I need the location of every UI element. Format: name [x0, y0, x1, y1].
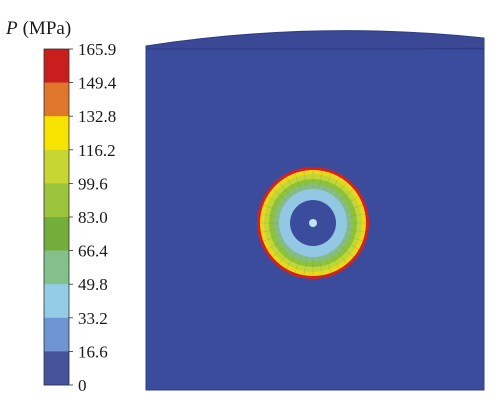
legend-unit: (MPa) — [23, 18, 72, 39]
color-bar-tick-label: 83.0 — [78, 208, 108, 227]
color-bar-tick-label: 49.8 — [78, 275, 108, 294]
color-bar-tick-label: 16.6 — [78, 342, 108, 361]
color-bar-ticks: 165.9 149.4 132.8 116.2 99.6 83.0 66.4 49.8 33.2… — [69, 40, 117, 395]
color-bar-tick-label: 132.8 — [78, 107, 116, 126]
color-bar-band — [44, 284, 69, 319]
color-bar-band — [44, 217, 69, 251]
color-bar-tick-label: 33.2 — [78, 309, 108, 328]
legend-symbol: P — [5, 18, 18, 39]
contact-pressure-zone — [257, 167, 369, 279]
block-top-face — [145, 30, 485, 53]
color-bar-tick-label: 149.4 — [78, 74, 117, 93]
color-bar-tick-label: 0 — [78, 376, 87, 395]
legend-title: P (MPa) — [5, 18, 71, 39]
color-bar-tick-label: 165.9 — [78, 40, 116, 59]
color-bar-tick-label: 99.6 — [78, 174, 108, 193]
contact-ring-texture — [260, 170, 366, 276]
color-bar-band — [44, 183, 69, 218]
color-bar-band — [44, 317, 69, 352]
color-bar-tick-label: 66.4 — [78, 242, 108, 261]
color-bar-band — [44, 250, 69, 285]
color-bar-tick-label: 116.2 — [78, 141, 116, 160]
color-bar-band — [44, 49, 69, 83]
color-bar-band — [44, 82, 69, 117]
color-bar-band — [44, 149, 69, 184]
color-bar — [43, 48, 70, 386]
color-bar-band — [44, 116, 69, 151]
contact-center-dot — [309, 219, 317, 227]
color-bar-band — [44, 351, 69, 386]
